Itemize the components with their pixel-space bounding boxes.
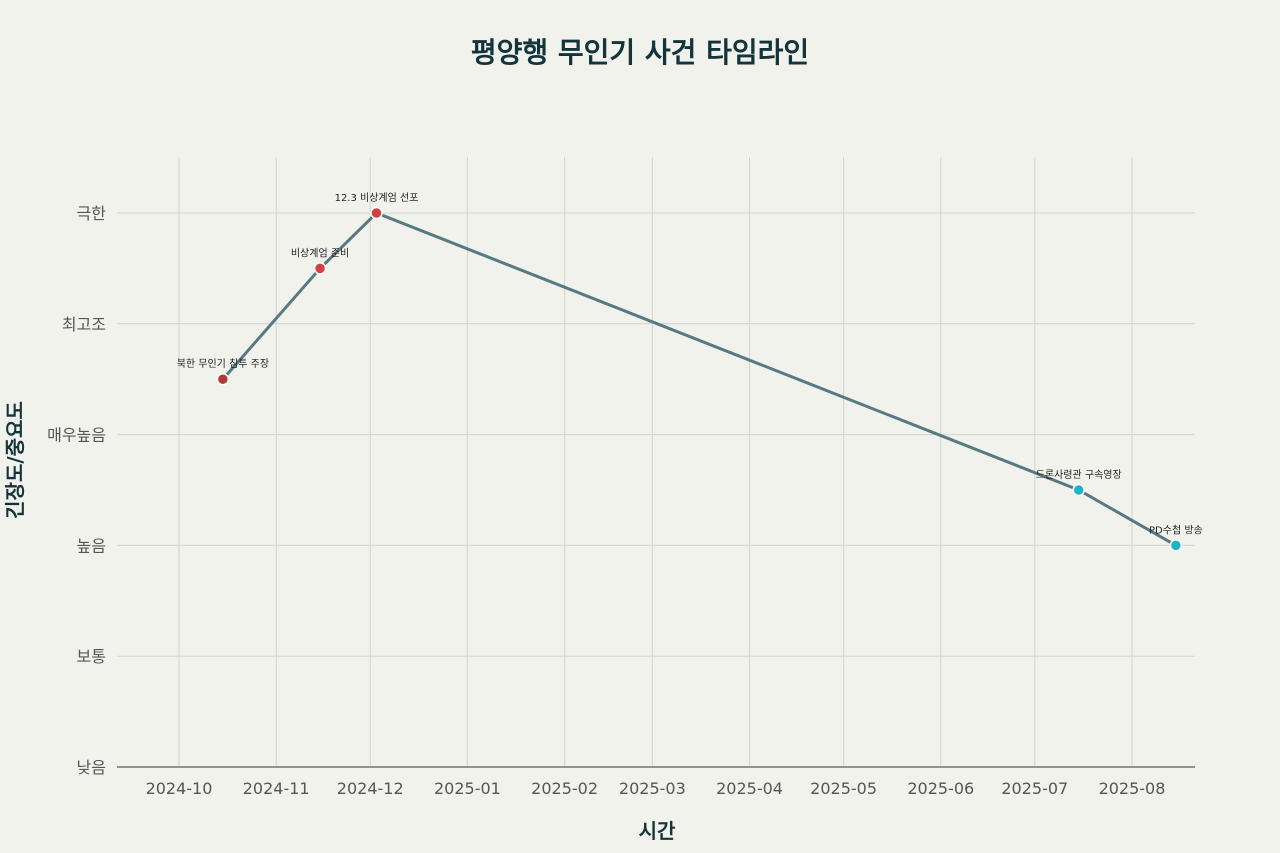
chart-title: 평양행 무인기 사건 타임라인 <box>471 36 809 69</box>
x-tick-label: 2025-01 <box>434 779 501 798</box>
x-tick-label: 2024-12 <box>337 779 404 798</box>
x-tick-label: 2025-02 <box>531 779 598 798</box>
event-label: PD수첩 방송 <box>1149 524 1203 536</box>
event-point <box>370 206 383 220</box>
grid <box>117 157 1195 767</box>
event-label: 12.3 비상계엄 선포 <box>335 192 419 204</box>
y-tick-label: 낮음 <box>77 758 106 777</box>
event-label: 북한 무인기 침투 주장 <box>177 358 269 370</box>
x-tick-label: 2025-06 <box>907 779 974 798</box>
x-tick-label: 2025-07 <box>1001 779 1068 798</box>
x-axis-title: 시간 <box>639 819 676 843</box>
x-tick-label: 2025-05 <box>810 779 877 798</box>
y-tick-label: 최고조 <box>62 315 106 334</box>
event-point <box>1072 483 1085 497</box>
y-axis-title: 긴장도/중요도 <box>3 401 27 519</box>
event-point <box>1169 539 1183 552</box>
event-point <box>313 262 327 275</box>
x-tick-labels: 2024-10 2024-11 2024-12 2025-01 2025-02 2025-… <box>146 779 1166 798</box>
timeline-line <box>221 211 1177 547</box>
y-tick-label: 보통 <box>77 647 106 666</box>
y-tick-label: 극한 <box>77 204 107 223</box>
x-tick-label: 2025-03 <box>619 779 686 798</box>
x-tick-label: 2025-04 <box>716 779 783 798</box>
x-tick-label: 2024-11 <box>243 779 310 798</box>
y-tick-label: 높음 <box>77 536 106 555</box>
y-tick-labels: 낮음 보통 높음 매우높음 최고조 극한 <box>47 204 106 777</box>
event-label: 비상계엄 준비 <box>291 247 349 259</box>
x-tick-label: 2024-10 <box>146 779 213 798</box>
x-tick-label: 2025-08 <box>1099 779 1166 798</box>
event-point <box>216 372 230 386</box>
y-tick-label: 매우높음 <box>47 426 106 445</box>
event-label: 드론사령관 구속영장 <box>1036 469 1122 481</box>
